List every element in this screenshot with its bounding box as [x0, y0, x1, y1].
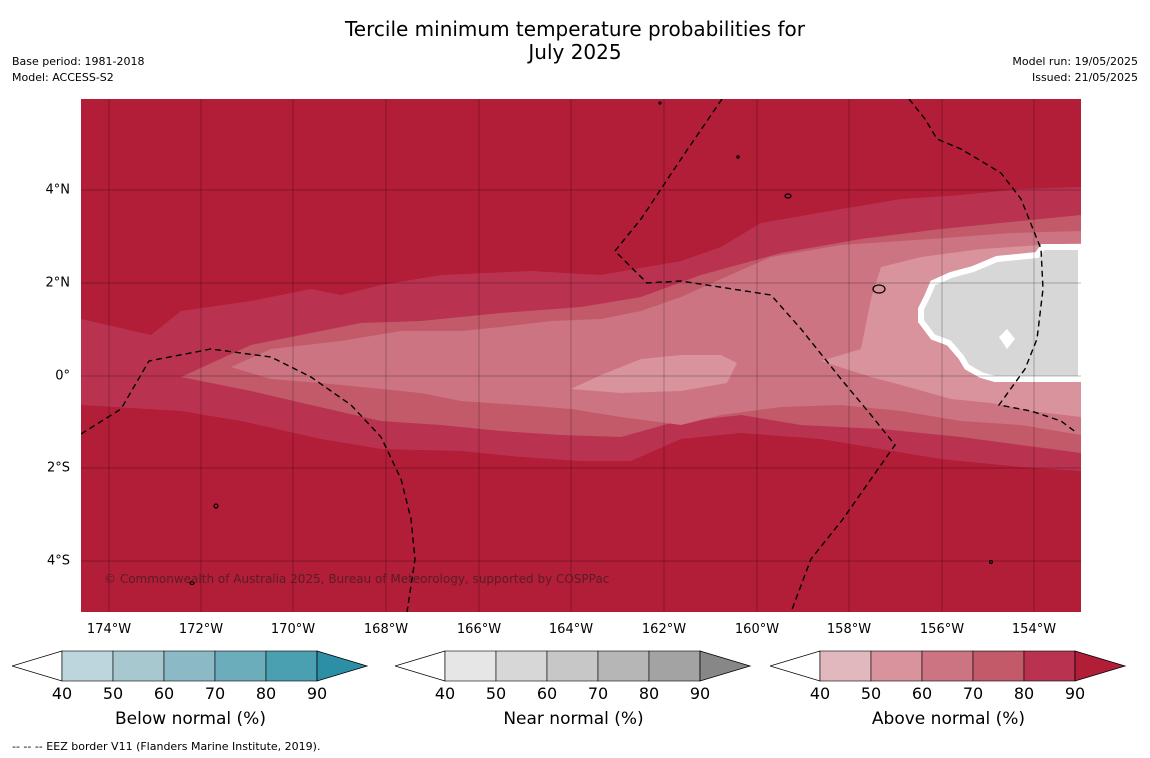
lon-label-160w: 160°W — [734, 622, 780, 637]
lat-label-2s: 2°S — [46, 460, 70, 476]
island-6 — [736, 155, 740, 159]
title-line-1: Tercile minimum temperature probabilitie… — [344, 17, 806, 41]
map-title: Tercile minimum temperature probabilitie… — [0, 18, 1150, 64]
lon-label-156w: 156°W — [919, 622, 965, 637]
run-info: Model run: 19/05/2025 Issued: 21/05/2025 — [1012, 54, 1138, 86]
issued-date: Issued: 21/05/2025 — [1031, 71, 1138, 84]
eez-footnote: -- -- -- EEZ border V11 (Flanders Marine… — [12, 740, 321, 753]
colorbar-title: Below normal (%) — [115, 709, 266, 729]
lon-label-170w: 170°W — [270, 622, 316, 637]
tick-60: 60 — [911, 684, 933, 703]
model-name: Model: ACCESS-S2 — [12, 71, 114, 84]
colorbar-near-normal-bar — [395, 650, 752, 682]
tick-70: 70 — [204, 684, 226, 703]
eez-borders — [81, 99, 1078, 612]
tick-40: 40 — [809, 684, 831, 703]
island-3 — [213, 503, 219, 509]
band-50-60 — [571, 355, 737, 393]
tick-80: 80 — [1013, 684, 1035, 703]
lon-label-174w: 174°W — [86, 622, 132, 637]
island-7 — [658, 101, 662, 105]
colorbar-below-normal-bar — [12, 650, 369, 682]
colorbar-above-normal: 40 50 60 70 80 90 Above normal (%) — [770, 650, 1127, 730]
lat-label-4s: 4°S — [46, 553, 70, 569]
colorbar-title: Near normal (%) — [503, 709, 644, 729]
eez-border-central — [614, 99, 896, 612]
lat-label-2n: 2°N — [45, 275, 71, 291]
lon-label-154w: 154°W — [1011, 622, 1057, 637]
tick-50: 50 — [860, 684, 882, 703]
colorbar-near-normal: 40 50 60 70 80 90 Near normal (%) — [395, 650, 752, 730]
tick-90: 90 — [306, 684, 328, 703]
tick-80: 80 — [638, 684, 660, 703]
islands — [189, 101, 994, 586]
near-normal-region — [918, 244, 1081, 382]
base-period: Base period: 1981-2018 — [12, 55, 145, 68]
tick-60: 60 — [536, 684, 558, 703]
model-run: Model run: 19/05/2025 — [1012, 55, 1138, 68]
island-1 — [784, 193, 792, 199]
map-svg — [81, 99, 1081, 612]
lon-label-166w: 166°W — [456, 622, 502, 637]
tick-80: 80 — [255, 684, 277, 703]
lon-label-168w: 168°W — [363, 622, 409, 637]
lon-label-162w: 162°W — [641, 622, 687, 637]
band-60-70 — [231, 231, 1081, 435]
lon-label-164w: 164°W — [548, 622, 594, 637]
tick-40: 40 — [51, 684, 73, 703]
island-2 — [872, 284, 886, 294]
colorbar-above-normal-bar — [770, 650, 1127, 682]
title-line-2: July 2025 — [528, 40, 622, 64]
eez-border-east — [908, 99, 1078, 434]
tick-90: 90 — [689, 684, 711, 703]
tick-40: 40 — [434, 684, 456, 703]
colorbar-title: Above normal (%) — [871, 709, 1026, 729]
near-normal-inner-patch — [999, 329, 1015, 349]
tick-70: 70 — [962, 684, 984, 703]
tick-90: 90 — [1064, 684, 1086, 703]
tick-50: 50 — [485, 684, 507, 703]
lat-label-0: 0° — [55, 368, 70, 384]
eez-border-kiribati-west — [81, 348, 416, 612]
model-info: Base period: 1981-2018 Model: ACCESS-S2 — [12, 54, 144, 86]
tick-70: 70 — [587, 684, 609, 703]
lon-label-158w: 158°W — [826, 622, 872, 637]
copyright-notice: © Commonwealth of Australia 2025, Bureau… — [104, 572, 610, 586]
island-4 — [189, 580, 195, 586]
island-5 — [988, 559, 994, 565]
map-gridlines — [81, 99, 1081, 612]
tick-60: 60 — [153, 684, 175, 703]
lat-label-4n: 4°N — [45, 182, 71, 198]
tick-50: 50 — [102, 684, 124, 703]
lon-label-172w: 172°W — [178, 622, 224, 637]
colorbar-below-normal: 40 50 60 70 80 90 Below normal (%) — [12, 650, 369, 730]
map-panel — [81, 99, 1081, 612]
